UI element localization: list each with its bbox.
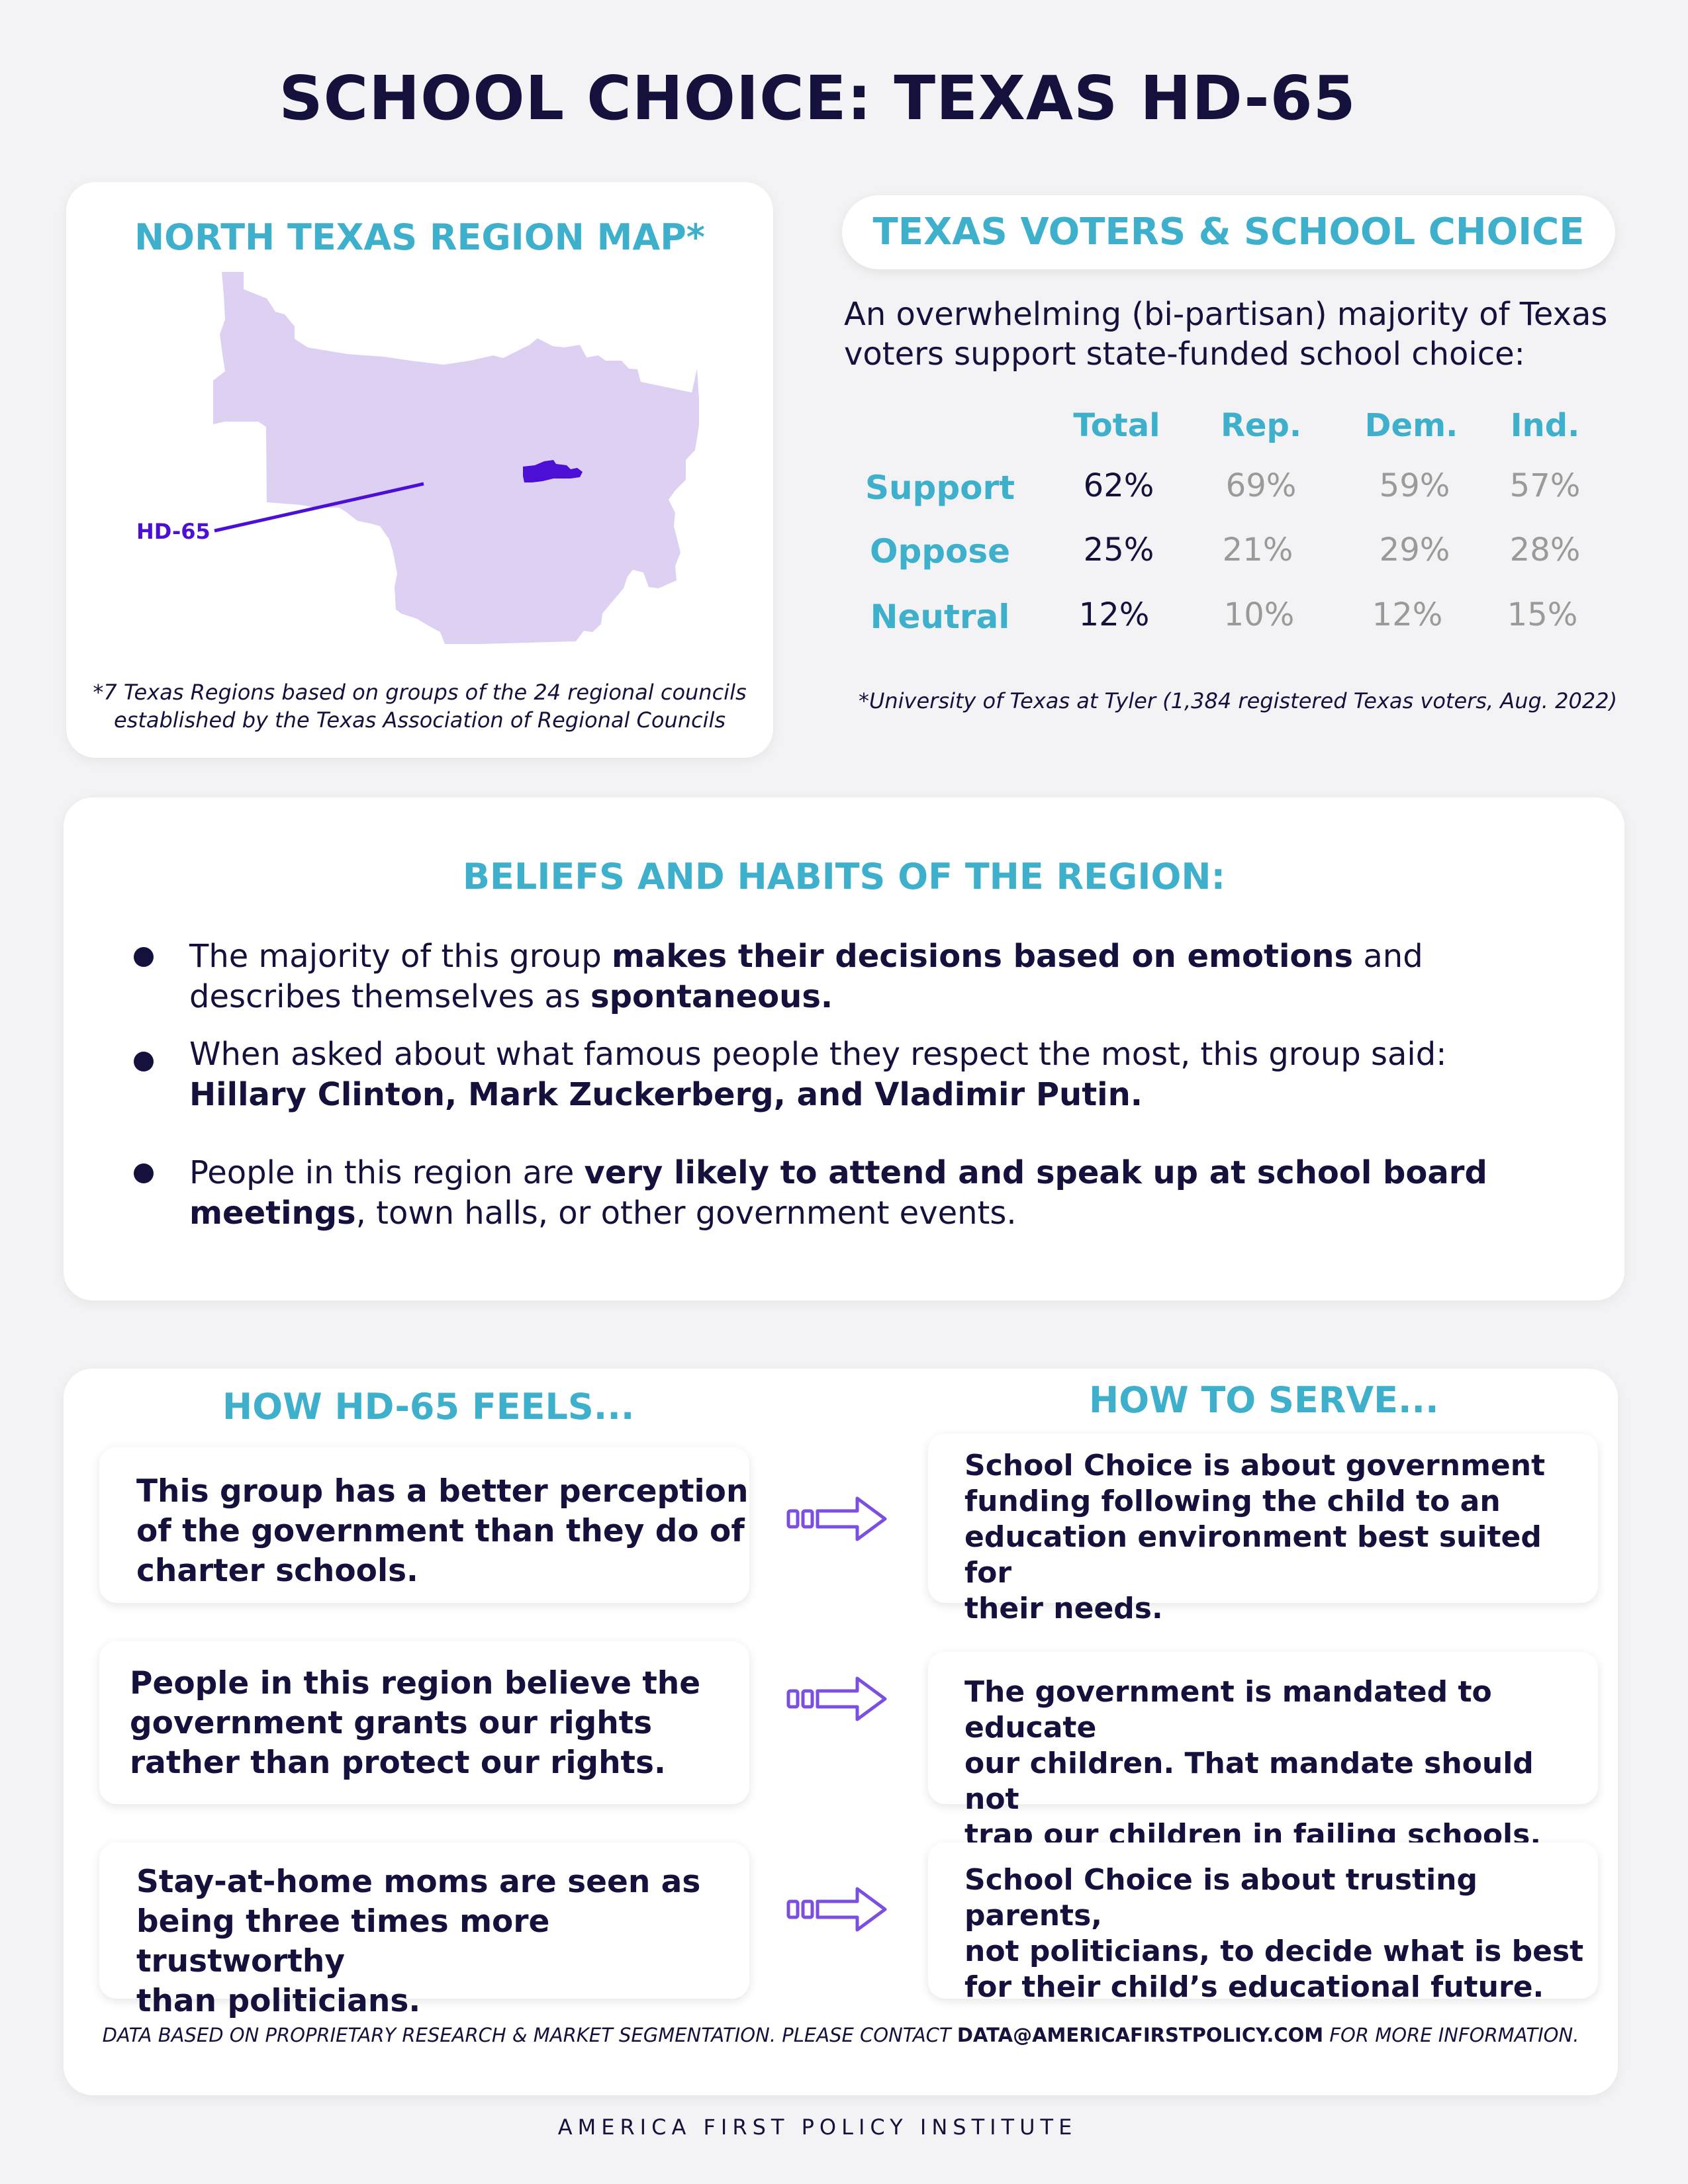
- poll-col-total: Total: [1073, 407, 1160, 444]
- hd-65-label: HD-65: [136, 519, 211, 544]
- poll-cell: 29%: [1379, 531, 1450, 569]
- serve-line: funding following the child to an: [964, 1484, 1501, 1518]
- serve-line: for their child’s educational future.: [964, 1970, 1544, 2004]
- map-heading: NORTH TEXAS REGION MAP*: [134, 216, 706, 258]
- serve-text: School Choice is about trusting parents,…: [964, 1862, 1598, 2005]
- belief-text: and: [1353, 938, 1423, 975]
- footer-note: DATA BASED ON PROPRIETARY RESEARCH & MAR…: [64, 2024, 1618, 2046]
- belief-bold-text: spontaneous.: [590, 978, 833, 1015]
- belief-item-line-2: Hillary Clinton, Mark Zuckerberg, and Vl…: [189, 1076, 1143, 1113]
- hd-65-pointer-line: [214, 482, 424, 533]
- serve-line: The government is mandated to educate: [964, 1675, 1492, 1745]
- poll-cell: 12%: [1372, 596, 1443, 633]
- poll-row-label: Neutral: [870, 598, 1010, 636]
- belief-item-line-1: People in this region are very likely to…: [189, 1153, 1546, 1193]
- contact-email: DATA@AMERICAFIRSTPOLICY.COM: [957, 2024, 1324, 2046]
- feel-line: than politicians.: [136, 1983, 421, 2019]
- region-map-card: NORTH TEXAS REGION MAP* HD-65 *7 Texas R…: [66, 182, 773, 758]
- bullet-icon: [134, 947, 154, 967]
- organization-name: AMERICA FIRST POLICY INSTITUTE: [557, 2115, 1078, 2140]
- arrow-right-icon: [786, 1676, 887, 1721]
- feel-line: of the government than they do of: [136, 1513, 745, 1549]
- belief-item-line-1: The majority of this group makes their d…: [189, 936, 1546, 977]
- poll-cell: 12%: [1078, 596, 1150, 633]
- belief-text: describes themselves as: [189, 978, 591, 1015]
- poll-cell: 25%: [1083, 531, 1154, 569]
- poll-col-ind: Ind.: [1510, 407, 1580, 444]
- feel-line: Stay-at-home moms are seen as: [136, 1864, 701, 1900]
- poll-source: *University of Texas at Tyler (1,384 reg…: [858, 688, 1618, 713]
- feel-line: rather than protect our rights.: [130, 1745, 666, 1781]
- voters-heading: TEXAS VOTERS & SCHOOL CHOICE: [842, 195, 1615, 269]
- feel-box: Stay-at-home moms are seen as being thre…: [99, 1843, 749, 2019]
- feel-line: People in this region believe the: [130, 1665, 701, 1702]
- map-footnote-line-2: established by the Texas Association of …: [113, 707, 726, 733]
- belief-item-line-1: When asked about what famous people they…: [189, 1036, 1447, 1073]
- poll-col-rep: Rep.: [1220, 407, 1302, 444]
- poll-cell: 62%: [1083, 467, 1154, 504]
- serve-box: School Choice is about government fundin…: [928, 1433, 1598, 1625]
- feel-line: charter schools.: [136, 1553, 418, 1589]
- bullet-icon: [134, 1163, 154, 1183]
- serve-line: education environment best suited for: [964, 1520, 1542, 1590]
- feel-text: This group has a better perception of th…: [136, 1472, 748, 1591]
- map-footnote: *7 Texas Regions based on groups of the …: [66, 678, 773, 734]
- arrow-right-icon: [786, 1496, 887, 1541]
- serve-line: their needs.: [964, 1592, 1163, 1625]
- poll-col-dem: Dem.: [1364, 407, 1458, 444]
- belief-text: The majority of this group: [189, 938, 612, 975]
- feel-line: This group has a better perception: [136, 1473, 749, 1510]
- belief-item-line-2: meetings, town halls, or other governmen…: [189, 1193, 1546, 1234]
- poll-cell: 21%: [1222, 531, 1293, 569]
- poll-row-label: Oppose: [869, 532, 1011, 570]
- serve-line: School Choice is about government: [964, 1449, 1546, 1482]
- beliefs-card: BELIEFS AND HABITS OF THE REGION: The ma…: [64, 797, 1624, 1300]
- feel-line: government grants our rights: [130, 1705, 653, 1741]
- feel-line: being three times more trustworthy: [136, 1903, 550, 1979]
- poll-cell: 57%: [1509, 467, 1581, 504]
- poll-cell: 69%: [1225, 467, 1297, 504]
- feel-box: This group has a better perception of th…: [99, 1447, 749, 1603]
- serve-text: The government is mandated to educate ou…: [964, 1674, 1598, 1853]
- serve-line: not politicians, to decide what is best: [964, 1934, 1584, 1968]
- serve-line: our children. That mandate should not: [964, 1747, 1534, 1816]
- serve-text: School Choice is about government fundin…: [964, 1448, 1598, 1627]
- belief-bold-text: very likely to attend and speak up at sc…: [584, 1154, 1487, 1191]
- arrow-right-icon: [786, 1887, 887, 1932]
- voters-intro-line-2: voters support state-funded school choic…: [844, 336, 1525, 373]
- poll-row-label: Support: [865, 469, 1015, 507]
- belief-item: The majority of this group makes their d…: [134, 936, 1546, 1017]
- belief-item-line-2: describes themselves as spontaneous.: [189, 977, 1546, 1017]
- north-texas-region-shape: [213, 272, 699, 644]
- bullet-icon: [134, 1052, 154, 1071]
- map-footnote-line-1: *7 Texas Regions based on groups of the …: [93, 680, 747, 705]
- serve-heading: HOW TO SERVE...: [1089, 1379, 1439, 1421]
- belief-text: , town halls, or other government events…: [355, 1195, 1017, 1232]
- hd-65-district-shape: [523, 460, 583, 482]
- belief-bold-text: meetings: [189, 1195, 356, 1232]
- serve-line: School Choice is about trusting parents,: [964, 1863, 1477, 1933]
- poll-cell: 59%: [1379, 467, 1450, 504]
- poll-cell: 28%: [1509, 531, 1581, 569]
- feel-box: People in this region believe the govern…: [99, 1641, 749, 1804]
- belief-item: People in this region are very likely to…: [134, 1153, 1546, 1234]
- voters-intro: An overwhelming (bi-partisan) majority o…: [844, 295, 1638, 374]
- belief-bold-text: makes their decisions based on emotions: [612, 938, 1354, 975]
- belief-text: People in this region are: [189, 1154, 585, 1191]
- feels-heading: HOW HD-65 FEELS...: [222, 1386, 635, 1428]
- voters-intro-line-1: An overwhelming (bi-partisan) majority o…: [844, 296, 1608, 333]
- serve-box: The government is mandated to educate ou…: [928, 1652, 1598, 1852]
- feel-text: Stay-at-home moms are seen as being thre…: [136, 1862, 749, 2021]
- serve-box: School Choice is about trusting parents,…: [928, 1843, 1598, 2004]
- poll-cell: 10%: [1223, 596, 1295, 633]
- page-title: SCHOOL CHOICE: TEXAS HD-65: [279, 63, 1356, 134]
- footer-text: FOR MORE INFORMATION.: [1323, 2024, 1579, 2046]
- north-texas-map: HD-65: [136, 272, 699, 644]
- poll-cell: 15%: [1507, 596, 1578, 633]
- footer-text: DATA BASED ON PROPRIETARY RESEARCH & MAR…: [102, 2024, 957, 2046]
- beliefs-heading: BELIEFS AND HABITS OF THE REGION:: [462, 856, 1226, 897]
- belief-item: When asked about what famous people they…: [134, 1034, 1546, 1115]
- feel-text: People in this region believe the govern…: [130, 1664, 700, 1783]
